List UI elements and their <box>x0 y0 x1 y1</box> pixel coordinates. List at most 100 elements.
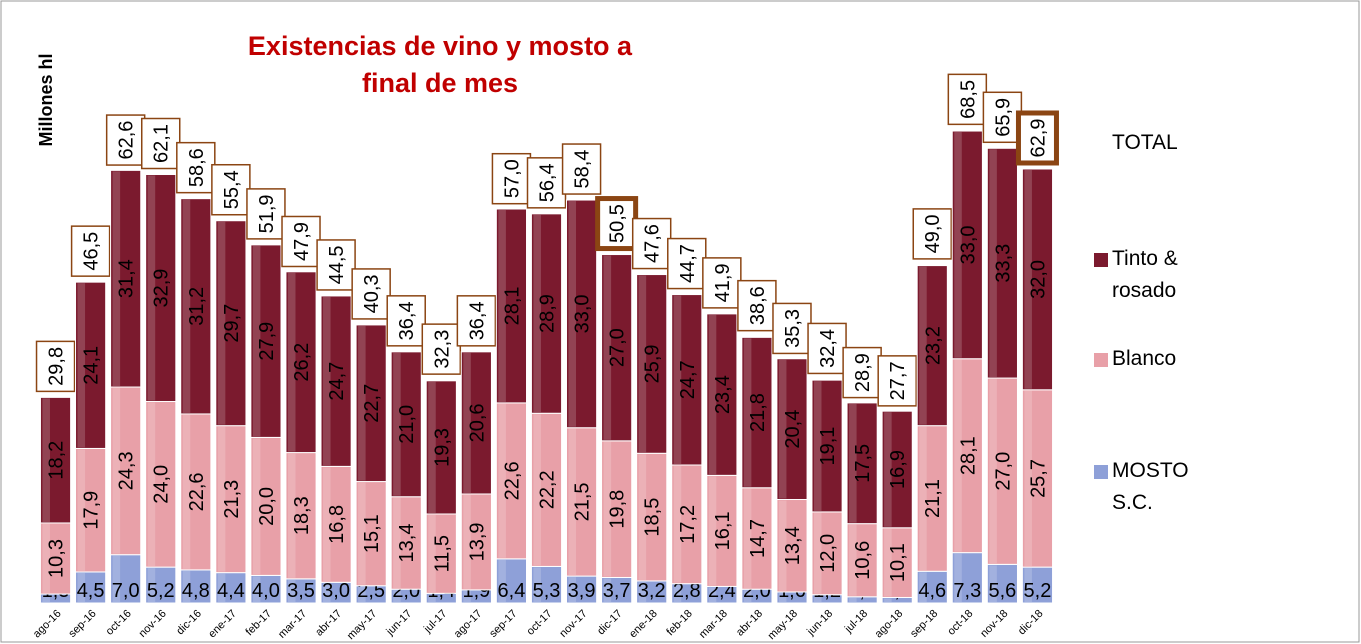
total-label: 47,9 <box>291 222 313 261</box>
bar-highlight <box>743 590 752 602</box>
value-label: 13,4 <box>782 526 804 565</box>
bar-highlight <box>498 559 506 602</box>
bar-highlight <box>252 576 261 602</box>
bar-highlight <box>1024 390 1032 567</box>
bar-segment <box>460 493 492 591</box>
value-label: 12,0 <box>817 534 839 573</box>
value-label: 32,0 <box>1027 260 1049 299</box>
bar-highlight <box>463 494 471 589</box>
bar-highlight <box>568 428 577 576</box>
value-label: 17,9 <box>81 491 103 530</box>
legend-swatch <box>1094 253 1108 267</box>
value-label: 24,0 <box>151 465 173 504</box>
bar-highlight <box>989 565 997 602</box>
legend-swatch <box>1094 353 1108 367</box>
bar-highlight <box>323 467 331 582</box>
total-box <box>1015 110 1059 166</box>
value-label: 13,9 <box>466 522 488 561</box>
bar-highlight <box>849 597 857 602</box>
bar-highlight <box>813 595 822 602</box>
bar-segment <box>601 440 633 578</box>
bar-segment <box>355 481 387 587</box>
value-label: 22,6 <box>501 461 523 500</box>
bar-highlight <box>42 398 50 522</box>
bar-segment <box>285 452 317 580</box>
bar-highlight <box>77 572 86 602</box>
bar-highlight <box>147 402 156 567</box>
bar-highlight <box>463 352 471 493</box>
bar-segment <box>530 412 563 567</box>
value-label: 31,2 <box>186 287 208 326</box>
total-label: 62,1 <box>151 124 173 163</box>
bar-segment <box>601 254 633 442</box>
value-label: 20,4 <box>782 410 804 449</box>
total-box <box>877 355 917 407</box>
bar-highlight <box>884 598 892 602</box>
total-label: 28,9 <box>852 353 874 392</box>
value-label: 19,8 <box>607 490 629 529</box>
bar-segment <box>110 386 142 556</box>
bar-highlight <box>673 584 682 602</box>
value-label: 10,6 <box>852 541 874 580</box>
bar-segment <box>986 147 1018 379</box>
bar-highlight <box>112 171 121 387</box>
value-label: 21,8 <box>747 393 769 432</box>
bar-highlight <box>603 441 612 577</box>
bar-segment <box>145 401 177 568</box>
bar-segment <box>320 295 352 467</box>
total-label: 36,4 <box>466 301 488 340</box>
value-label: 25,9 <box>642 344 664 383</box>
bar-segment <box>145 174 177 403</box>
bar-segment <box>495 208 528 404</box>
bar-highlight <box>428 514 436 593</box>
bar-segment <box>250 244 282 438</box>
total-label: 36,4 <box>396 301 418 340</box>
bar-segment <box>110 169 142 388</box>
value-label: 24,7 <box>326 362 348 401</box>
value-label: 24,1 <box>81 346 103 385</box>
total-label: 62,6 <box>116 121 138 160</box>
bar-highlight <box>638 275 647 453</box>
bar-segment <box>671 294 703 466</box>
bar-highlight <box>428 381 436 513</box>
bar-highlight <box>603 578 612 602</box>
bar-highlight <box>778 592 787 602</box>
bar-highlight <box>393 497 401 589</box>
total-box <box>281 215 321 268</box>
bar-segment <box>951 358 983 554</box>
total-label: 41,9 <box>712 263 734 302</box>
total-label: 56,4 <box>537 163 559 202</box>
bar-highlight <box>42 523 50 594</box>
bar-segment <box>39 522 72 595</box>
bar-segment <box>846 523 878 598</box>
value-label: 10,1 <box>887 543 909 582</box>
bar-segment <box>460 351 492 495</box>
legend-swatch <box>1094 465 1108 479</box>
bar-segment <box>39 396 72 524</box>
value-label: 19,1 <box>817 427 839 466</box>
value-label: 21,0 <box>396 405 418 444</box>
bar-highlight <box>217 426 226 572</box>
total-label: 58,6 <box>186 148 208 187</box>
bar-segment <box>75 281 107 449</box>
bar-highlight <box>708 314 717 475</box>
value-label: 31,4 <box>116 259 138 298</box>
bar-highlight <box>989 149 997 378</box>
value-label: 16,8 <box>326 505 348 544</box>
bar-highlight <box>884 412 892 527</box>
total-box <box>702 257 742 309</box>
bar-segment <box>495 402 528 560</box>
bar-segment <box>250 574 282 604</box>
bar-highlight <box>743 338 752 487</box>
total-box <box>807 322 847 375</box>
bar-segment <box>706 313 738 476</box>
value-label: 28,1 <box>501 286 523 325</box>
value-label: 28,9 <box>537 294 559 333</box>
bar-segment <box>390 496 422 590</box>
value-label: 33,3 <box>992 244 1014 283</box>
value-label: 4,8 <box>182 580 210 602</box>
bar-segment <box>355 324 387 483</box>
bar-highlight <box>1024 568 1032 602</box>
bar-highlight <box>533 414 541 566</box>
value-label: 18,3 <box>291 496 313 535</box>
